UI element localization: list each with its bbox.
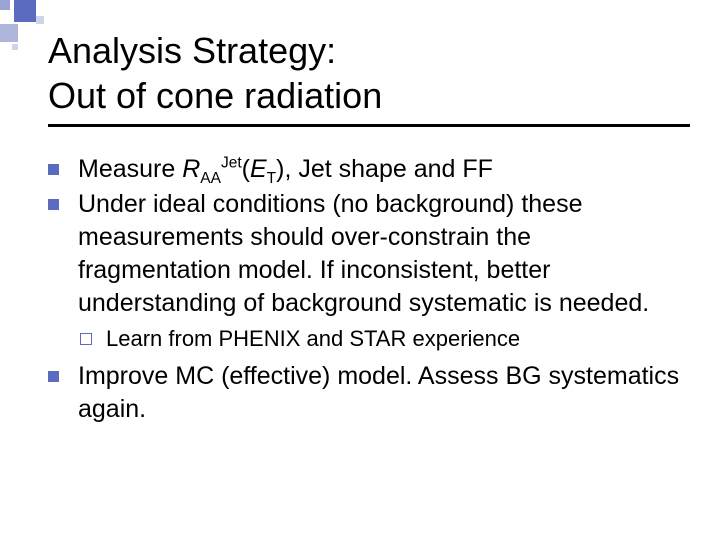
deco-square xyxy=(36,16,44,24)
var-R: R xyxy=(182,155,200,183)
deco-square xyxy=(0,24,18,42)
text-fragment: ), Jet shape and FF xyxy=(276,155,493,183)
slide-body: Analysis Strategy: Out of cone radiation… xyxy=(48,28,690,510)
subscript-T: T xyxy=(267,170,276,187)
title-block: Analysis Strategy: Out of cone radiation xyxy=(48,28,690,127)
title-line-1: Analysis Strategy: xyxy=(48,28,690,73)
title-line-2: Out of cone radiation xyxy=(48,73,690,118)
subscript-AA: AA xyxy=(200,170,221,187)
sub-bullet-item: Learn from PHENIX and STAR experience xyxy=(78,324,690,354)
bullet-list: Measure RAAJet(ET), Jet shape and FF Und… xyxy=(48,153,690,426)
corner-decoration xyxy=(0,0,50,50)
bullet-item: Improve MC (effective) model. Assess BG … xyxy=(48,360,690,426)
bullet-text: Improve MC (effective) model. Assess BG … xyxy=(78,362,679,423)
bullet-text: Under ideal conditions (no background) t… xyxy=(78,190,649,317)
bullet-item: Under ideal conditions (no background) t… xyxy=(48,188,690,354)
deco-square xyxy=(12,44,18,50)
deco-square xyxy=(0,0,10,10)
sub-bullet-list: Learn from PHENIX and STAR experience xyxy=(78,324,690,354)
deco-square xyxy=(14,0,36,22)
var-E: E xyxy=(250,155,267,183)
text-fragment: Measure xyxy=(78,155,182,183)
sub-bullet-text: Learn from PHENIX and STAR experience xyxy=(106,326,520,351)
bullet-item: Measure RAAJet(ET), Jet shape and FF xyxy=(48,153,690,186)
text-fragment: ( xyxy=(242,155,250,183)
superscript-Jet: Jet xyxy=(221,155,242,172)
